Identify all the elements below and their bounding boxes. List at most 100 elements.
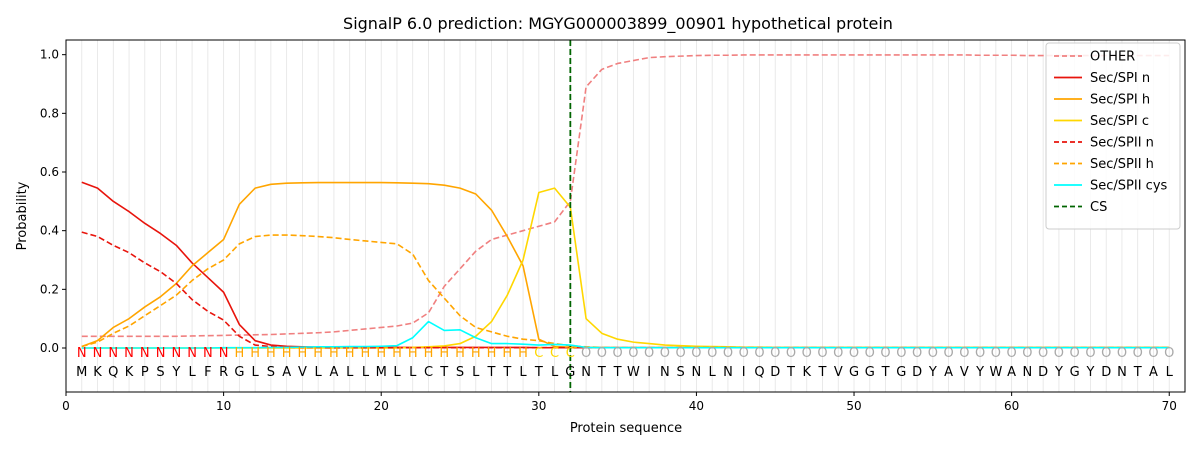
region-label: O [1038, 346, 1048, 361]
legend: OTHER Sec/SPI n Sec/SPI h Sec/SPI c Sec/SPII… [1045, 42, 1181, 230]
region-label: H [282, 346, 292, 361]
region-label: O [1022, 346, 1032, 361]
region-label: N [108, 346, 118, 361]
legend-label: Sec/SPII h [1090, 157, 1154, 172]
residue-label: N [660, 365, 670, 380]
x-tick-label: 60 [1004, 399, 1019, 413]
region-label: H [471, 346, 481, 361]
series-line-sec-spii-cys [81, 320, 1170, 349]
residue-label: F [204, 365, 211, 380]
region-label: O [943, 346, 953, 361]
region-label: O [739, 346, 749, 361]
region-label: O [786, 346, 796, 361]
region-label: O [676, 346, 686, 361]
region-label: N [187, 346, 197, 361]
region-label: O [707, 346, 717, 361]
legend-label: Sec/SPII n [1090, 136, 1154, 151]
residue-label: N [1023, 365, 1033, 380]
legend-label: CS [1090, 200, 1107, 215]
residue-label: S [456, 365, 464, 380]
region-label: O [817, 346, 827, 361]
residue-label: S [267, 365, 275, 380]
region-label: H [455, 346, 465, 361]
region-label: H [502, 346, 512, 361]
region-label: O [770, 346, 780, 361]
residue-label: D [1101, 365, 1111, 380]
x-tick-label: 0 [62, 399, 70, 413]
region-label: O [880, 346, 890, 361]
region-label: H [298, 346, 308, 361]
x-tick-label: 30 [531, 399, 546, 413]
residue-label: L [519, 365, 527, 380]
residue-label: Y [1085, 365, 1094, 380]
region-label: H [313, 346, 323, 361]
region-label: O [912, 346, 922, 361]
region-label: H [361, 346, 371, 361]
series-line-sec-spi-c [81, 187, 1170, 349]
region-label: H [266, 346, 276, 361]
residue-label: I [647, 365, 651, 380]
y-tick-label: 0.0 [40, 341, 59, 355]
residue-label: D [770, 365, 780, 380]
residue-label: D [1038, 365, 1048, 380]
region-label: N [93, 346, 103, 361]
residue-label: L [362, 365, 370, 380]
residue-label: T [487, 365, 496, 380]
region-label: O [691, 346, 701, 361]
residue-label: G [234, 365, 244, 380]
region-label: O [928, 346, 938, 361]
residue-label: A [282, 365, 291, 380]
x-tick-label: 50 [846, 399, 861, 413]
region-label: H [439, 346, 449, 361]
legend-label: Sec/SPI c [1090, 114, 1149, 129]
region-label: C [534, 346, 543, 361]
residue-label: A [944, 365, 953, 380]
region-label: O [865, 346, 875, 361]
residue-label: C [424, 365, 433, 380]
region-label: H [345, 346, 355, 361]
region-label: C [550, 346, 559, 361]
region-label: O [1007, 346, 1017, 361]
region-label: N [203, 346, 213, 361]
residue-label: T [881, 365, 890, 380]
y-tick-label: 0.2 [40, 282, 59, 296]
residue-label: L [409, 365, 417, 380]
residue-label: V [834, 365, 843, 380]
region-label: O [1133, 346, 1143, 361]
residue-label: N [723, 365, 733, 380]
vertical-grid [81, 40, 1170, 392]
region-label: H [376, 346, 386, 361]
residue-label: T [597, 365, 606, 380]
region-label: O [896, 346, 906, 361]
residue-label: A [1007, 365, 1016, 380]
y-axis: 0.0 0.2 0.4 0.6 0.8 1.0 [40, 48, 66, 355]
residue-label: T [613, 365, 622, 380]
residue-label: L [1166, 365, 1174, 380]
y-tick-label: 0.4 [40, 224, 59, 238]
legend-label: OTHER [1090, 50, 1135, 65]
legend-label: Sec/SPI h [1090, 93, 1150, 108]
y-tick-label: 0.6 [40, 165, 59, 179]
residue-label: L [472, 365, 480, 380]
residue-label: T [786, 365, 795, 380]
region-label: O [581, 346, 591, 361]
residue-label: G [565, 365, 575, 380]
region-label: O [754, 346, 764, 361]
residue-label: Y [1054, 365, 1063, 380]
residue-label: Y [171, 365, 180, 380]
residue-label: W [989, 365, 1002, 380]
region-label: O [613, 346, 623, 361]
residue-label: A [1149, 365, 1158, 380]
residue-label: W [627, 365, 640, 380]
residue-label: Q [754, 365, 764, 380]
residue-label: P [141, 365, 149, 380]
series-line-sec-spi-h [81, 181, 1170, 349]
region-label: N [156, 346, 166, 361]
x-axis-label: Protein sequence [570, 421, 682, 436]
residue-label: G [865, 365, 875, 380]
residue-label: L [393, 365, 401, 380]
residue-label: K [802, 365, 811, 380]
y-tick-label: 1.0 [40, 48, 59, 62]
region-label: O [644, 346, 654, 361]
